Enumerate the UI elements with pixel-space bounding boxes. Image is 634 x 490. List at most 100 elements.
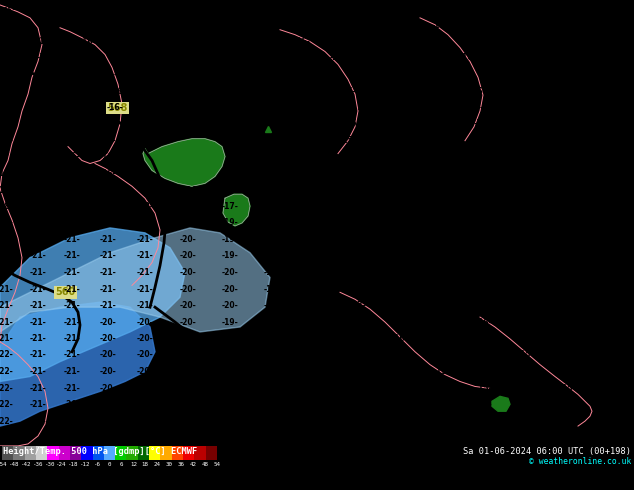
Text: -20-: -20- xyxy=(179,285,197,294)
Text: -16-: -16- xyxy=(34,70,50,79)
Text: -15-: -15- xyxy=(518,285,534,294)
Text: -16-: -16- xyxy=(392,251,408,260)
Text: -21-: -21- xyxy=(30,384,46,393)
Text: -17-: -17- xyxy=(30,169,46,178)
Text: -16-: -16- xyxy=(84,20,100,29)
Text: -15-: -15- xyxy=(444,186,460,195)
Text: -15-: -15- xyxy=(476,350,493,359)
Text: -16-: -16- xyxy=(122,37,138,46)
Text: -15-: -15- xyxy=(560,301,576,310)
Text: -15-: -15- xyxy=(340,87,356,96)
Text: -15-: -15- xyxy=(427,136,443,145)
Text: -16-: -16- xyxy=(30,102,46,112)
Text: -20-: -20- xyxy=(222,285,238,294)
Text: -15-: -15- xyxy=(179,102,197,112)
Text: -48: -48 xyxy=(9,462,19,467)
Text: -18-: -18- xyxy=(307,318,323,326)
Bar xyxy=(93,446,104,460)
Text: -16-: -16- xyxy=(222,400,238,409)
Text: -15-: -15- xyxy=(307,416,323,426)
Text: -21-: -21- xyxy=(30,301,46,310)
Text: -17-: -17- xyxy=(264,350,280,359)
Bar xyxy=(2,446,13,460)
Text: -15-: -15- xyxy=(399,186,417,195)
Text: -15-: -15- xyxy=(476,334,493,343)
Text: -15-: -15- xyxy=(430,120,446,128)
Text: -15-: -15- xyxy=(560,334,576,343)
Text: -16-: -16- xyxy=(37,53,53,62)
Text: -17-: -17- xyxy=(44,3,60,12)
Text: -17-: -17- xyxy=(349,235,366,245)
Text: -16-: -16- xyxy=(72,87,88,96)
Text: 42: 42 xyxy=(190,462,197,467)
Text: -17-: -17- xyxy=(602,120,618,128)
Text: -17-: -17- xyxy=(519,21,536,30)
Polygon shape xyxy=(143,139,225,186)
Text: -15-: -15- xyxy=(476,268,493,277)
Text: -17-: -17- xyxy=(30,186,46,195)
Text: -21-: -21- xyxy=(0,251,13,260)
Text: 30: 30 xyxy=(165,462,172,467)
Text: -15-: -15- xyxy=(476,235,493,245)
Text: -15-: -15- xyxy=(344,120,360,128)
Text: -15-: -15- xyxy=(560,367,576,376)
Text: -15-: -15- xyxy=(257,120,273,128)
Text: -22-: -22- xyxy=(0,400,13,409)
Text: -16-: -16- xyxy=(307,367,323,376)
Text: -17-: -17- xyxy=(0,136,13,145)
Text: -16-: -16- xyxy=(529,186,547,195)
Text: -16-: -16- xyxy=(0,53,13,62)
Text: -16-: -16- xyxy=(476,318,493,326)
Text: -16-: -16- xyxy=(307,350,323,359)
Text: -21-: -21- xyxy=(30,235,46,245)
Text: -20-: -20- xyxy=(179,219,197,227)
Text: -16-: -16- xyxy=(517,201,534,211)
Text: -21-: -21- xyxy=(100,251,117,260)
Text: -17-: -17- xyxy=(307,301,323,310)
Text: -21-: -21- xyxy=(136,285,153,294)
Text: -15-: -15- xyxy=(197,70,213,79)
Text: -6: -6 xyxy=(94,462,101,467)
Text: -17-: -17- xyxy=(179,416,197,426)
Polygon shape xyxy=(0,228,270,332)
Text: -15-: -15- xyxy=(560,350,576,359)
Bar xyxy=(58,446,70,460)
Text: -16-: -16- xyxy=(545,169,561,178)
Text: -17-: -17- xyxy=(616,3,633,12)
Text: -20-: -20- xyxy=(179,301,197,310)
Text: 568: 568 xyxy=(107,103,127,113)
Text: -15-: -15- xyxy=(290,169,306,178)
Text: -16-: -16- xyxy=(476,285,493,294)
Text: -16-: -16- xyxy=(560,201,576,211)
Text: -21-: -21- xyxy=(0,285,13,294)
Text: -15-: -15- xyxy=(340,136,356,145)
Text: -16-: -16- xyxy=(153,70,171,79)
Text: -20-: -20- xyxy=(63,416,81,426)
Text: -21-: -21- xyxy=(0,334,13,343)
Polygon shape xyxy=(223,194,250,226)
Text: -17-: -17- xyxy=(0,186,13,195)
Text: -19-: -19- xyxy=(222,318,238,326)
Text: -15-: -15- xyxy=(300,21,316,30)
Text: -16-: -16- xyxy=(411,70,429,79)
Text: -19-: -19- xyxy=(264,301,280,310)
Text: -21-: -21- xyxy=(30,416,46,426)
Text: -15-: -15- xyxy=(518,251,534,260)
Text: -21-: -21- xyxy=(100,268,117,277)
Text: -15-: -15- xyxy=(373,169,391,178)
Text: -16-: -16- xyxy=(63,136,81,145)
Text: -20-: -20- xyxy=(136,219,153,227)
Text: -16-: -16- xyxy=(100,169,117,178)
Text: -30: -30 xyxy=(44,462,55,467)
Text: -21-: -21- xyxy=(30,334,46,343)
Text: -21-: -21- xyxy=(63,334,81,343)
Text: -16-: -16- xyxy=(557,87,573,96)
Text: -15-: -15- xyxy=(476,384,493,393)
Text: -22-: -22- xyxy=(0,350,13,359)
Text: -15-: -15- xyxy=(387,120,403,128)
Text: -15-: -15- xyxy=(314,186,330,195)
Text: -20-: -20- xyxy=(30,219,46,227)
Text: -15-: -15- xyxy=(470,136,486,145)
Text: -21-: -21- xyxy=(63,301,81,310)
Text: -15-: -15- xyxy=(332,169,348,178)
